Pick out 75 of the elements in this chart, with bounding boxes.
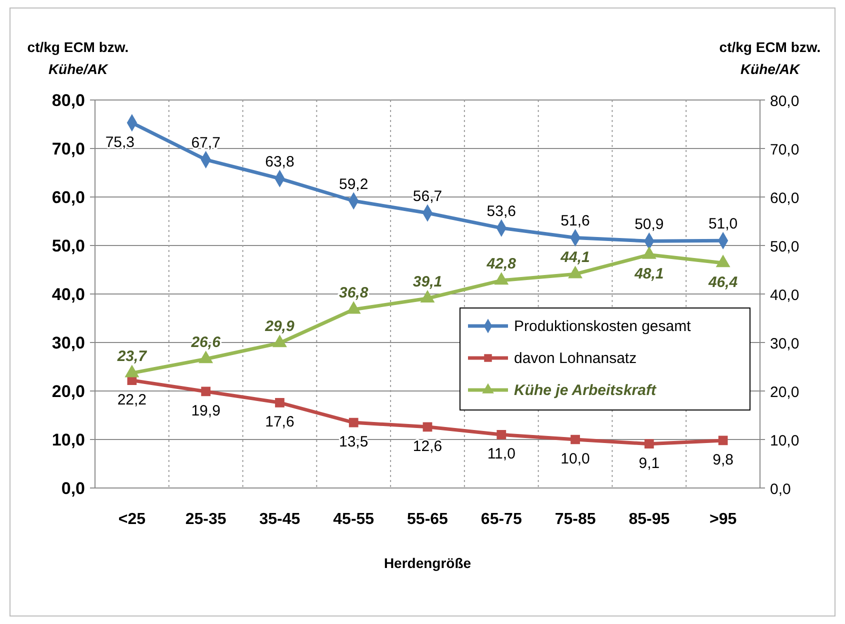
y-tick-label: 60,0	[52, 188, 85, 207]
y-tick-label: 10,0	[52, 430, 85, 450]
data-label: 23,7	[116, 348, 148, 366]
data-label: 19,9	[191, 402, 220, 420]
y2-tick-label: 70,0	[770, 142, 800, 158]
data-label: 10,0	[560, 450, 590, 468]
data-label: 59,2	[339, 176, 368, 193]
x-tick-label: 85-95	[628, 511, 670, 528]
point	[201, 386, 211, 396]
data-label: 9,8	[712, 451, 734, 468]
data-label: 9,1	[638, 454, 660, 472]
y-tick-label: 20,0	[52, 382, 85, 401]
y2-tick-label: 50,0	[770, 238, 800, 256]
point	[718, 436, 728, 446]
data-label: 51,6	[560, 212, 590, 230]
y2-tick-label: 40,0	[770, 287, 800, 304]
y2-tick-label: 80,0	[770, 93, 800, 110]
data-label: 48,1	[634, 266, 664, 283]
point	[420, 290, 434, 303]
point	[568, 266, 582, 278]
data-label: 51,0	[708, 216, 738, 233]
data-label: 39,1	[412, 273, 442, 290]
data-label: 22,2	[117, 391, 147, 408]
point	[570, 434, 580, 444]
legend-label: davon Lohnansatz	[514, 350, 637, 367]
data-label: 11,0	[487, 446, 516, 463]
x-tick-label: 55-65	[407, 511, 448, 528]
point	[272, 335, 287, 348]
y-tick-label: 40,0	[52, 285, 85, 304]
y2-tick-label: 30,0	[770, 336, 800, 352]
point	[275, 398, 284, 408]
point	[348, 418, 358, 428]
point	[198, 351, 213, 364]
point	[716, 255, 730, 268]
data-label: 17,6	[265, 414, 294, 431]
x-tick-label: 65-75	[480, 511, 522, 528]
data-label: 53,6	[486, 203, 516, 220]
x-tick-label: 25-35	[185, 511, 226, 528]
y-tick-label: 30,0	[52, 334, 85, 352]
x-tick-label: 45-55	[333, 511, 374, 528]
y-tick-label: 50,0	[52, 236, 85, 256]
y-axis-title: ct/kg ECM bzw. Kühe/AK	[27, 39, 129, 77]
data-label: 44,1	[560, 249, 590, 266]
x-tick-label: 35-45	[259, 511, 300, 528]
data-label: 67,7	[191, 134, 220, 152]
y2-axis-title: ct/kg ECM bzw. Kühe/AK	[719, 39, 821, 77]
x-tick-label: <25	[118, 511, 146, 528]
data-label: 13,5	[339, 434, 368, 451]
data-label: 42,8	[486, 255, 517, 272]
data-label: 12,6	[412, 438, 442, 455]
x-tick-label: >95	[709, 511, 737, 528]
data-label: 50,9	[634, 216, 664, 234]
y2-tick-label: 0,0	[770, 481, 791, 498]
point	[346, 302, 360, 314]
legend-label: Produktionskosten gesamt	[514, 318, 692, 335]
data-label: 75,3	[105, 134, 135, 151]
data-label: 63,8	[265, 154, 294, 171]
point	[642, 246, 656, 259]
x-axis-title: Herdengröße	[384, 555, 472, 571]
y2-tick-label: 10,0	[770, 432, 800, 450]
y2-tick-label: 60,0	[770, 190, 800, 207]
point	[422, 422, 432, 432]
data-label: 56,7	[412, 188, 442, 206]
y-tick-label: 0,0	[61, 479, 85, 498]
legend-label: Kühe je Arbeitskraft	[514, 382, 657, 399]
y-tick-label: 80,0	[52, 91, 85, 110]
x-tick-label: 75-85	[554, 511, 596, 528]
point	[496, 430, 506, 440]
y2-tick-label: 20,0	[770, 384, 800, 401]
y-tick-label: 70,0	[52, 140, 85, 158]
data-label: 46,4	[707, 274, 738, 291]
point	[644, 439, 654, 449]
point	[494, 272, 508, 285]
point	[125, 365, 139, 378]
data-label: 29,9	[264, 318, 295, 335]
